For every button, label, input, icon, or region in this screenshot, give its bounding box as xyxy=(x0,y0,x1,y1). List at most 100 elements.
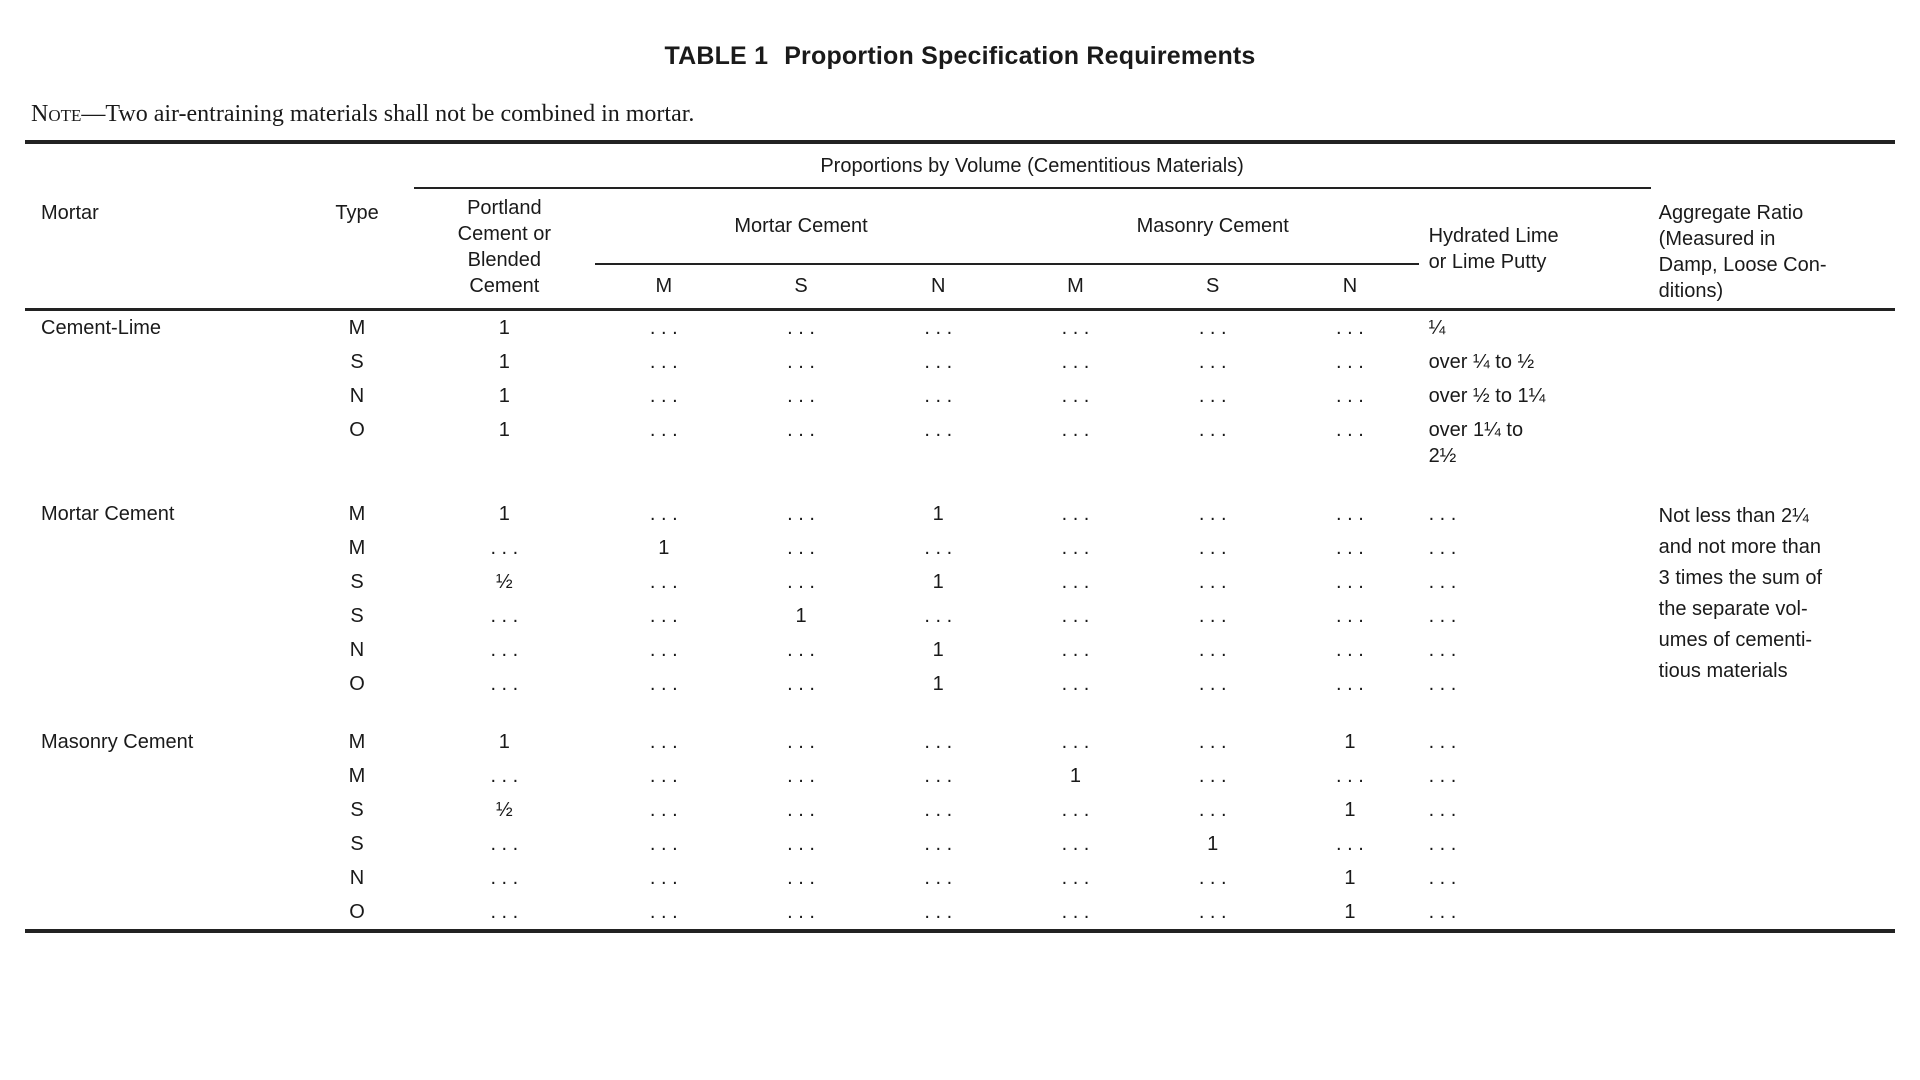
cell-mortar-cement-m: . . . xyxy=(649,503,678,525)
cell-mortar-cement-n: 1 xyxy=(932,673,944,695)
cell-portland-cement: 1 xyxy=(498,385,510,407)
header-row-group: Mortar Type Proportions by Volume (Cemen… xyxy=(25,142,1895,302)
cell-mortar-group: Masonry Cement xyxy=(41,731,194,753)
cell-type: N xyxy=(349,385,365,407)
table-row: S . . . . . . 1 . . . . . . . . . . . . . . . xyxy=(25,599,1895,633)
cell-mortar-cement-m: . . . xyxy=(649,571,678,593)
document-page: TABLE 1 Proportion Specification Requirem… xyxy=(25,42,1895,933)
cell-mortar-cement-n: . . . xyxy=(924,385,953,407)
header-portland-cement: Portland Cement or Blended Cement xyxy=(457,197,552,297)
cell-portland-cement: ½ xyxy=(495,799,513,821)
cell-mortar-cement-n: 1 xyxy=(932,571,944,593)
cell-masonry-cement-m: . . . xyxy=(1061,639,1090,661)
cell-hydrated-lime: ¼ xyxy=(1428,317,1446,339)
header-mortar-cement-n: N xyxy=(931,275,946,298)
cell-masonry-cement-s: . . . xyxy=(1198,639,1227,661)
cell-mortar-cement-s: . . . xyxy=(787,419,815,441)
cell-masonry-cement-n: . . . xyxy=(1336,503,1364,525)
cell-aggregate-ratio: Not less than 2¼ and not more than 3 tim… xyxy=(1658,505,1823,682)
cell-mortar-cement-n: 1 xyxy=(932,503,944,525)
spacer-cell xyxy=(25,473,1895,497)
table-row: S ½ . . . . . . . . . . . . . . . 1 . . . xyxy=(25,793,1895,827)
cell-aggregate-ratio xyxy=(1651,310,1895,474)
cell-hydrated-lime: . . . xyxy=(1428,731,1457,753)
cell-mortar-cement-s: . . . xyxy=(787,317,815,339)
cell-masonry-cement-n: 1 xyxy=(1344,799,1356,821)
cell-hydrated-lime: . . . xyxy=(1428,765,1457,787)
header-masonry-cement-m: M xyxy=(1067,275,1084,298)
cell-masonry-cement-s: . . . xyxy=(1198,351,1227,373)
cell-masonry-cement-n: . . . xyxy=(1336,571,1364,593)
table-row: S 1 . . . . . . . . . . . . . . . . . . over ¼ t… xyxy=(25,345,1895,379)
table-row: S . . . . . . . . . . . . . . . 1 . . . . . . xyxy=(25,827,1895,861)
cell-mortar-cement-s: . . . xyxy=(787,765,815,787)
cell-mortar-group xyxy=(25,599,301,633)
cell-mortar-cement-m: . . . xyxy=(649,639,678,661)
cell-mortar-group: Mortar Cement xyxy=(41,503,175,525)
cell-masonry-cement-m: . . . xyxy=(1061,731,1090,753)
cell-mortar-cement-m: . . . xyxy=(649,317,678,339)
table-row: O 1 . . . . . . . . . . . . . . . . . . over 1¼ … xyxy=(25,413,1895,473)
spacer-cell xyxy=(25,701,1895,725)
cell-masonry-cement-s: . . . xyxy=(1198,419,1227,441)
cell-mortar-cement-s: . . . xyxy=(787,537,815,559)
cell-masonry-cement-m: . . . xyxy=(1061,351,1090,373)
cell-mortar-cement-n: . . . xyxy=(924,419,953,441)
table-row: Cement-Lime M 1 . . . . . . . . . . . . . . . . … xyxy=(25,310,1895,346)
cell-mortar-cement-n: . . . xyxy=(924,833,953,855)
cell-type: N xyxy=(349,639,365,661)
table-row: M . . . . . . . . . . . . 1 . . . . . . . . . xyxy=(25,759,1895,793)
cell-mortar-cement-s: . . . xyxy=(787,639,815,661)
cell-mortar-group xyxy=(25,379,301,413)
cell-hydrated-lime: over 1¼ to 2½ xyxy=(1428,419,1524,467)
group-spacer-row xyxy=(25,473,1895,497)
cell-type: S xyxy=(350,833,364,855)
cell-mortar-cement-m: . . . xyxy=(649,605,678,627)
note-text: —Two air-entraining materials shall not … xyxy=(81,101,695,127)
cell-portland-cement: 1 xyxy=(498,731,510,753)
header-aggregate-ratio: Aggregate Ratio (Measured in Damp, Loose… xyxy=(1658,202,1827,302)
cell-masonry-cement-s: . . . xyxy=(1198,901,1227,923)
cell-type: M xyxy=(348,317,366,339)
cell-type: S xyxy=(350,351,364,373)
cell-mortar-cement-n: . . . xyxy=(924,351,953,373)
header-masonry-cement: Masonry Cement xyxy=(1006,188,1419,265)
table-row: N 1 . . . . . . . . . . . . . . . . . . over ½ t… xyxy=(25,379,1895,413)
table-row: M . . . 1 . . . . . . . . . . . . . . . . . . xyxy=(25,531,1895,565)
cell-mortar-cement-m: . . . xyxy=(649,799,678,821)
cell-mortar-cement-n: . . . xyxy=(924,605,953,627)
cell-hydrated-lime: over ¼ to ½ xyxy=(1428,351,1535,373)
cell-mortar-cement-s: . . . xyxy=(787,867,815,889)
cell-masonry-cement-s: . . . xyxy=(1198,799,1227,821)
table-row: S ½ . . . . . . 1 . . . . . . . . . . . . xyxy=(25,565,1895,599)
cell-type: M xyxy=(348,765,366,787)
cell-hydrated-lime: . . . xyxy=(1428,639,1457,661)
cell-hydrated-lime: . . . xyxy=(1428,833,1457,855)
table-row: N . . . . . . . . . . . . . . . . . . 1 . . . xyxy=(25,861,1895,895)
table-row: O . . . . . . . . . . . . . . . . . . 1 . . . xyxy=(25,895,1895,931)
cell-masonry-cement-n: 1 xyxy=(1344,901,1356,923)
cell-masonry-cement-n: 1 xyxy=(1344,867,1356,889)
cell-mortar-group: Cement-Lime xyxy=(41,317,162,339)
cell-mortar-cement-n: 1 xyxy=(932,639,944,661)
cell-masonry-cement-n: . . . xyxy=(1336,419,1364,441)
cell-hydrated-lime: . . . xyxy=(1428,673,1457,695)
cell-mortar-cement-s: . . . xyxy=(787,901,815,923)
cell-hydrated-lime: . . . xyxy=(1428,571,1457,593)
cell-masonry-cement-m: . . . xyxy=(1061,833,1090,855)
cell-mortar-group xyxy=(25,667,301,701)
cell-mortar-group xyxy=(25,531,301,565)
group-spacer-row xyxy=(25,701,1895,725)
cell-masonry-cement-m: . . . xyxy=(1061,317,1090,339)
cell-mortar-group xyxy=(25,861,301,895)
cell-type: S xyxy=(350,605,364,627)
cell-masonry-cement-s: . . . xyxy=(1198,605,1227,627)
cell-mortar-cement-n: . . . xyxy=(924,317,953,339)
cell-masonry-cement-n: . . . xyxy=(1336,605,1364,627)
cell-masonry-cement-s: . . . xyxy=(1198,867,1227,889)
cell-portland-cement: 1 xyxy=(498,317,510,339)
table-row: Masonry Cement M 1 . . . . . . . . . . . . . . … xyxy=(25,725,1895,759)
cell-portland-cement: . . . xyxy=(490,537,519,559)
cell-masonry-cement-n: . . . xyxy=(1336,385,1364,407)
cell-masonry-cement-s: . . . xyxy=(1198,317,1227,339)
